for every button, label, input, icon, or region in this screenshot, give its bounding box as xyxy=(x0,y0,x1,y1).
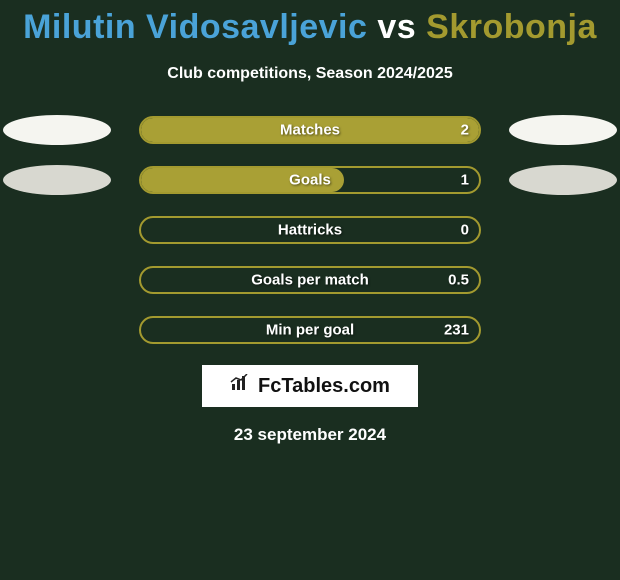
stat-row: Matches 2 xyxy=(0,115,620,145)
right-ellipse xyxy=(509,115,617,145)
right-ellipse xyxy=(509,265,617,295)
title-player1: Milutin Vidosavljevic xyxy=(23,8,367,46)
stat-row: Hattricks 0 xyxy=(0,215,620,245)
stat-label: Min per goal xyxy=(266,322,354,339)
stat-row: Goals 1 xyxy=(0,165,620,195)
left-ellipse xyxy=(3,165,111,195)
stat-value: 2 xyxy=(461,122,469,139)
stat-rows: Matches 2 Goals 1 Hattricks 0 Goals per match 0… xyxy=(0,115,620,345)
stat-value: 1 xyxy=(461,172,469,189)
right-ellipse xyxy=(509,165,617,195)
stat-bar: Min per goal 231 xyxy=(139,316,481,344)
stat-value: 0 xyxy=(461,222,469,239)
left-ellipse xyxy=(3,315,111,345)
stat-label: Goals xyxy=(289,172,331,189)
stat-row: Goals per match 0.5 xyxy=(0,265,620,295)
stat-bar: Goals per match 0.5 xyxy=(139,266,481,294)
stat-value: 0.5 xyxy=(448,272,469,289)
stat-label: Hattricks xyxy=(278,222,342,239)
stat-value: 231 xyxy=(444,322,469,339)
stat-bar: Matches 2 xyxy=(139,116,481,144)
bar-chart-icon xyxy=(230,374,252,398)
stat-row: Min per goal 231 xyxy=(0,315,620,345)
left-ellipse xyxy=(3,265,111,295)
page-title: Milutin Vidosavljevic vs Skrobonja xyxy=(0,8,620,47)
title-player2: Skrobonja xyxy=(426,8,597,46)
date-text: 23 september 2024 xyxy=(0,425,620,445)
logo-box[interactable]: FcTables.com xyxy=(202,365,418,407)
stat-label: Matches xyxy=(280,122,340,139)
left-ellipse xyxy=(3,115,111,145)
left-ellipse xyxy=(3,215,111,245)
right-ellipse xyxy=(509,215,617,245)
subtitle: Club competitions, Season 2024/2025 xyxy=(0,65,620,83)
title-vs: vs xyxy=(377,8,416,46)
stat-label: Goals per match xyxy=(251,272,369,289)
logo-text: FcTables.com xyxy=(258,375,390,398)
stat-bar: Goals 1 xyxy=(139,166,481,194)
comparison-widget: Milutin Vidosavljevic vs Skrobonja Club … xyxy=(0,0,620,445)
stat-bar: Hattricks 0 xyxy=(139,216,481,244)
right-ellipse xyxy=(509,315,617,345)
